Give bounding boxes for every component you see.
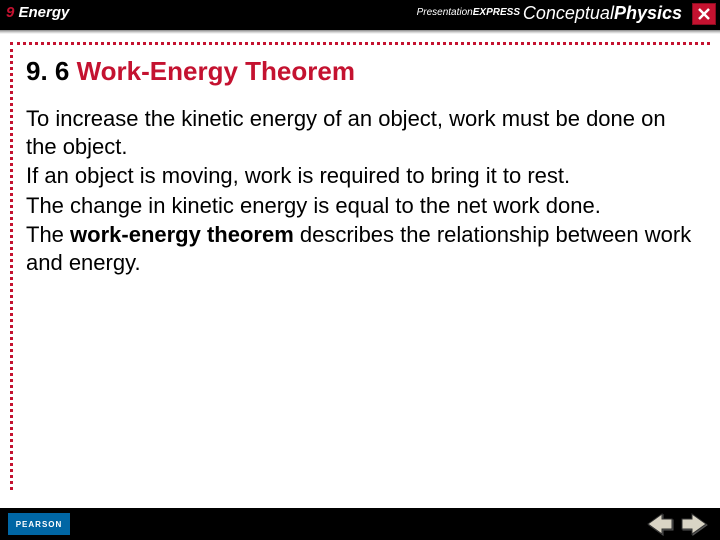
pearson-text: PEARSON [16,520,63,529]
paragraph-1: To increase the kinetic energy of an obj… [26,105,696,160]
content-area: 9. 6 Work-Energy Theorem To increase the… [26,56,696,278]
gradient-strip [0,30,720,34]
chapter-title: Energy [19,4,70,21]
presentation-prefix: Presentation [417,7,473,18]
chapter-number: 9 [6,4,14,21]
section-heading: 9. 6 Work-Energy Theorem [26,56,696,87]
close-button[interactable] [692,3,716,25]
close-icon [697,7,711,21]
presentation-express-label: PresentationEXPRESS [417,2,520,20]
footer-bar: PEARSON [0,508,720,540]
next-button[interactable] [680,512,708,536]
paragraph-2: If an object is moving, work is required… [26,162,696,190]
book-prefix: Conceptual [523,3,614,23]
arrow-right-icon [680,512,708,536]
presentation-bold: EXPRESS [473,7,520,18]
pearson-logo: PEARSON [8,513,70,535]
heading-title: Work-Energy Theorem [77,56,355,86]
body-text: To increase the kinetic energy of an obj… [26,105,696,276]
heading-number: 9. 6 [26,56,69,86]
book-title: ConceptualPhysics [523,3,682,24]
paragraph-4: The work-energy theorem describes the re… [26,221,696,276]
p4-bold: work-energy theorem [70,222,294,247]
arrow-left-icon [646,512,674,536]
dotted-border-left [10,42,13,490]
dotted-border-top [10,42,710,45]
book-main: Physics [614,3,682,23]
slide-container: 9 Energy PresentationEXPRESS ConceptualP… [0,0,720,540]
header-bar: 9 Energy PresentationEXPRESS ConceptualP… [0,0,720,30]
nav-arrows [646,512,708,536]
prev-button[interactable] [646,512,674,536]
p4-before: The [26,222,70,247]
paragraph-3: The change in kinetic energy is equal to… [26,192,696,220]
chapter-label: 9 Energy [6,4,69,21]
